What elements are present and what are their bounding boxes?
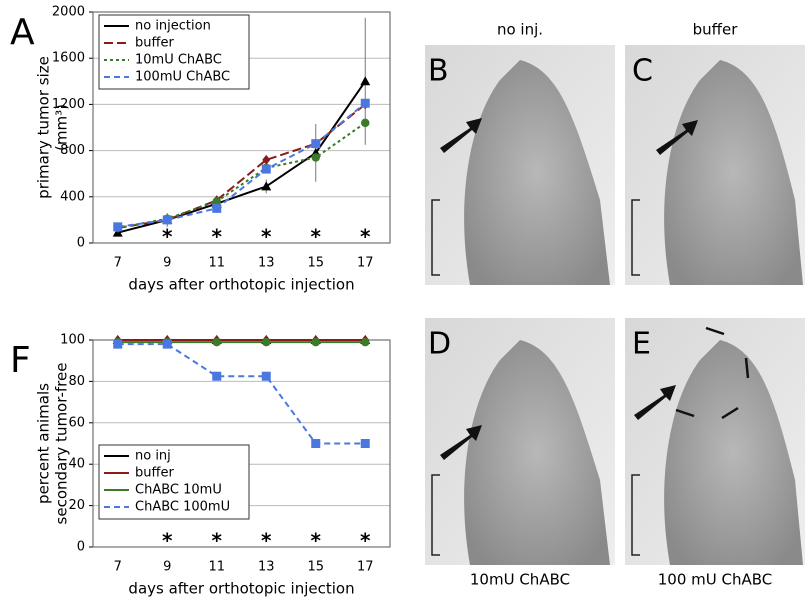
x-axis-label: days after orthotopic injection bbox=[128, 276, 354, 294]
y-tick-label: 0 bbox=[77, 540, 85, 555]
marker bbox=[212, 197, 221, 206]
marker bbox=[311, 439, 321, 448]
photo bbox=[625, 45, 805, 285]
y-axis-label: percent animals bbox=[35, 383, 53, 504]
marker bbox=[212, 337, 221, 347]
panel-letter: F bbox=[10, 340, 31, 381]
significance-mark: * bbox=[261, 225, 272, 249]
significance-mark: * bbox=[212, 225, 223, 249]
significance-mark: * bbox=[261, 529, 272, 553]
x-tick-label: 11 bbox=[208, 560, 225, 575]
y-axis-label: (mm³) bbox=[53, 104, 71, 151]
significance-mark: * bbox=[360, 529, 371, 553]
panel-letter: B bbox=[428, 54, 449, 89]
marker bbox=[261, 371, 271, 381]
significance-mark: * bbox=[311, 225, 322, 249]
panel-letter: C bbox=[632, 54, 653, 89]
panel-letter: D bbox=[428, 327, 451, 362]
y-tick-label: 2000 bbox=[52, 5, 85, 20]
significance-mark: * bbox=[212, 529, 223, 553]
y-tick-label: 1200 bbox=[52, 97, 85, 112]
panel-letter: E bbox=[632, 327, 651, 362]
legend-label: buffer bbox=[135, 466, 174, 481]
marker bbox=[360, 98, 370, 108]
marker bbox=[261, 181, 272, 191]
photo bbox=[625, 318, 805, 565]
x-tick-label: 7 bbox=[114, 256, 122, 271]
marker bbox=[311, 337, 320, 347]
y-axis-label: secondary tumor-free bbox=[53, 363, 71, 525]
marker bbox=[361, 337, 370, 347]
x-tick-label: 13 bbox=[258, 256, 275, 271]
y-tick-label: 0 bbox=[77, 236, 85, 251]
marker bbox=[361, 118, 370, 128]
y-tick-label: 40 bbox=[68, 457, 85, 472]
significance-mark: * bbox=[360, 225, 371, 249]
marker bbox=[360, 76, 371, 86]
y-tick-label: 400 bbox=[60, 189, 85, 204]
y-tick-label: 100 bbox=[60, 333, 85, 348]
series-line bbox=[117, 343, 366, 445]
x-tick-label: 13 bbox=[258, 560, 275, 575]
marker bbox=[113, 222, 123, 232]
x-tick-label: 15 bbox=[307, 560, 324, 575]
x-tick-label: 15 bbox=[307, 256, 324, 271]
marker bbox=[212, 371, 222, 381]
legend-label: 10mU ChABC bbox=[135, 53, 222, 68]
legend-label: ChABC 10mU bbox=[135, 483, 222, 498]
x-tick-label: 11 bbox=[208, 256, 225, 271]
x-axis-label: days after orthotopic injection bbox=[128, 580, 354, 598]
y-tick-label: 80 bbox=[68, 374, 85, 389]
legend-label: buffer bbox=[135, 36, 174, 51]
y-tick-label: 20 bbox=[68, 498, 85, 513]
x-tick-label: 9 bbox=[163, 256, 171, 271]
marker bbox=[360, 439, 370, 448]
series-line bbox=[117, 103, 366, 229]
plot-frame bbox=[92, 11, 391, 244]
marker bbox=[262, 337, 271, 347]
legend-label: 100mU ChABC bbox=[135, 70, 230, 85]
significance-mark: * bbox=[162, 529, 173, 553]
panel-letter: A bbox=[10, 12, 35, 53]
legend-label: no inj bbox=[135, 449, 171, 464]
significance-mark: * bbox=[311, 529, 322, 553]
panel-caption: 100 mU ChABC bbox=[658, 571, 773, 589]
series-line bbox=[117, 122, 366, 229]
series-line bbox=[117, 102, 366, 228]
y-tick-label: 60 bbox=[68, 415, 85, 430]
x-tick-label: 7 bbox=[114, 560, 122, 575]
marker bbox=[113, 339, 123, 349]
y-axis-label: primary tumor size bbox=[35, 56, 53, 199]
photo bbox=[425, 318, 615, 565]
significance-mark: * bbox=[162, 225, 173, 249]
x-tick-label: 9 bbox=[163, 560, 171, 575]
marker bbox=[311, 153, 320, 162]
y-tick-label: 800 bbox=[60, 143, 85, 158]
y-tick-label: 1600 bbox=[52, 51, 85, 66]
legend-label: no injection bbox=[135, 19, 211, 34]
marker bbox=[262, 154, 271, 165]
panel-caption: 10mU ChABC bbox=[470, 571, 570, 589]
legend-label: ChABC 100mU bbox=[135, 500, 230, 515]
photo bbox=[425, 45, 615, 285]
marker bbox=[212, 203, 222, 213]
x-tick-label: 17 bbox=[357, 256, 374, 271]
panel-caption: no inj. bbox=[497, 21, 543, 39]
marker bbox=[162, 215, 172, 225]
marker bbox=[162, 339, 172, 349]
marker bbox=[311, 139, 321, 149]
panel-caption: buffer bbox=[693, 21, 739, 39]
marker bbox=[261, 164, 271, 174]
photo-panels: B C D E no inj. buffer 10mU ChABC 100 mU… bbox=[425, 21, 805, 589]
x-tick-label: 17 bbox=[357, 560, 374, 575]
